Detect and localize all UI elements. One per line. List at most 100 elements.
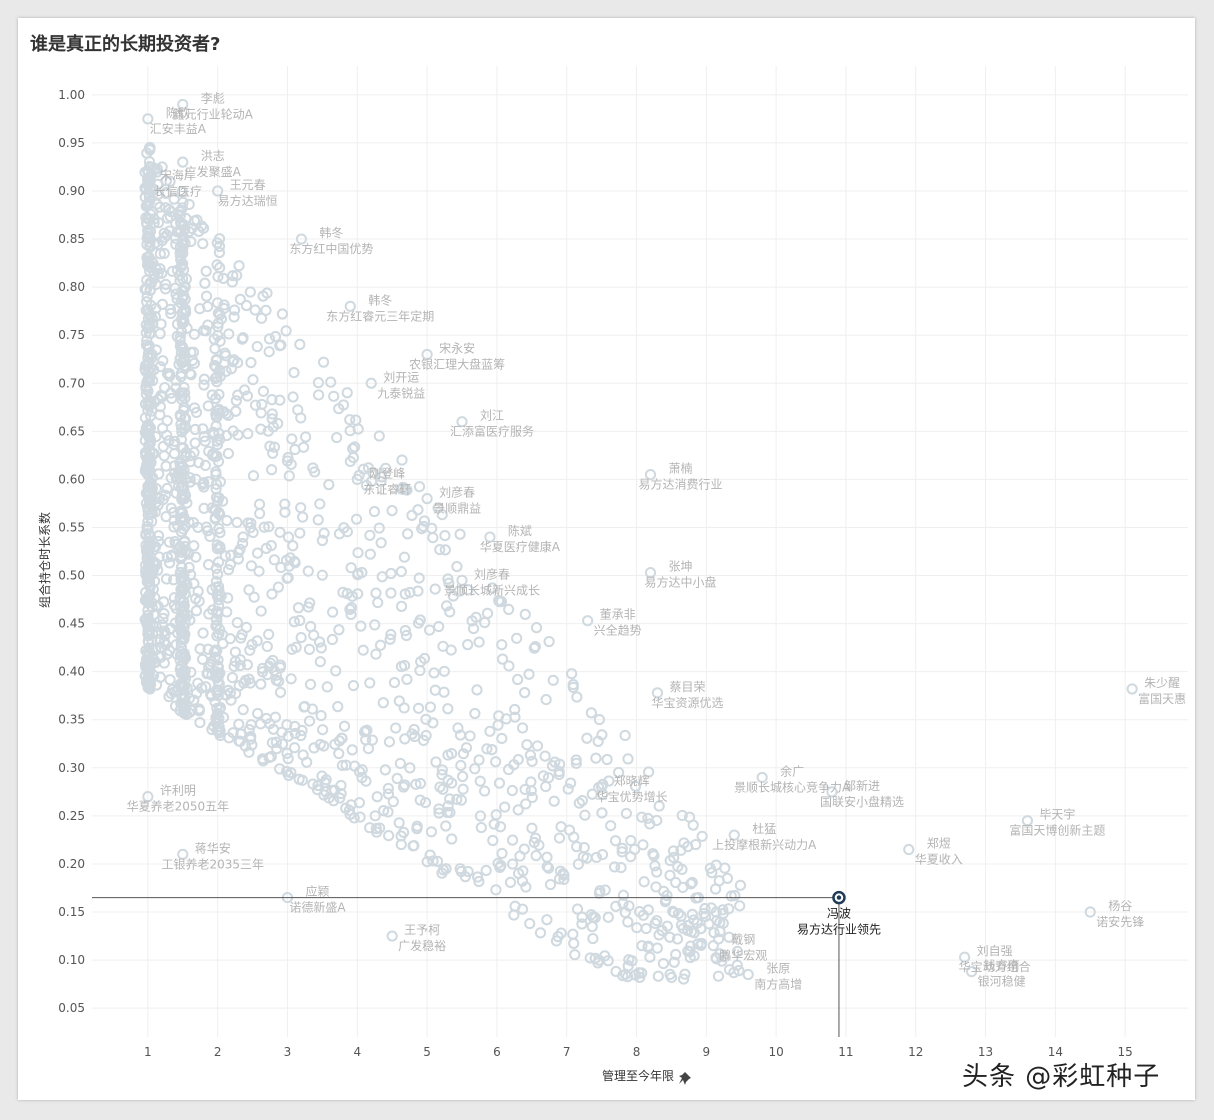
labeled-point[interactable] bbox=[386, 930, 398, 942]
data-point bbox=[696, 830, 708, 842]
labeled-point[interactable] bbox=[644, 567, 657, 579]
labeled-point[interactable] bbox=[142, 791, 154, 803]
labeled-point[interactable] bbox=[596, 781, 608, 793]
labeled-point[interactable] bbox=[651, 687, 664, 699]
y-tick-label: 0.65 bbox=[58, 424, 85, 438]
labeled-point[interactable] bbox=[728, 829, 740, 841]
pin-icon[interactable] bbox=[679, 1072, 691, 1085]
data-point bbox=[398, 551, 411, 563]
labeled-point[interactable] bbox=[756, 771, 768, 784]
annotation-manager: 蒋华安 bbox=[195, 840, 231, 855]
data-point bbox=[649, 860, 661, 872]
data-point bbox=[719, 862, 731, 874]
data-point bbox=[225, 549, 237, 561]
labeled-point[interactable] bbox=[365, 377, 377, 389]
data-point bbox=[142, 563, 155, 575]
labeled-point[interactable] bbox=[177, 98, 189, 111]
data-point bbox=[210, 410, 222, 422]
labeled-point[interactable] bbox=[344, 300, 356, 312]
data-point bbox=[176, 494, 188, 506]
labeled-point[interactable] bbox=[959, 951, 971, 963]
data-point bbox=[723, 964, 736, 976]
labeled-point[interactable] bbox=[142, 113, 154, 125]
data-point bbox=[615, 861, 627, 874]
data-point bbox=[374, 822, 386, 834]
x-tick-label: 6 bbox=[493, 1045, 501, 1059]
data-point bbox=[256, 662, 269, 675]
labeled-point[interactable] bbox=[742, 968, 754, 981]
data-point bbox=[294, 527, 306, 539]
labeled-point[interactable] bbox=[1126, 683, 1138, 695]
data-point bbox=[504, 876, 517, 888]
labeled-point[interactable] bbox=[295, 233, 308, 245]
annotation-fund: 易方达瑞恒 bbox=[218, 193, 278, 208]
data-point bbox=[609, 835, 622, 847]
data-point bbox=[524, 749, 537, 761]
data-point bbox=[352, 547, 364, 559]
labeled-point[interactable] bbox=[177, 848, 189, 860]
data-point bbox=[142, 593, 154, 605]
labeled-point[interactable] bbox=[1084, 906, 1096, 918]
y-tick-label: 0.10 bbox=[58, 953, 85, 967]
labeled-point[interactable] bbox=[142, 175, 154, 187]
labeled-point[interactable] bbox=[421, 348, 433, 361]
data-point bbox=[178, 402, 190, 414]
y-axis: 0.05 0.10 0.15 0.20 0.25 0.30 0.35 0.40 0.45 0.50… bbox=[58, 88, 85, 1015]
data-point bbox=[357, 463, 370, 475]
data-point bbox=[294, 614, 306, 627]
data-point bbox=[274, 686, 287, 698]
labeled-point[interactable] bbox=[965, 966, 978, 978]
data-point bbox=[139, 614, 151, 626]
labeled-point[interactable] bbox=[456, 574, 468, 586]
data-point bbox=[147, 375, 159, 387]
data-point bbox=[249, 399, 262, 411]
data-point bbox=[406, 509, 418, 521]
labeled-point[interactable] bbox=[1021, 815, 1034, 827]
data-point bbox=[330, 665, 342, 677]
data-point bbox=[210, 483, 222, 495]
data-point bbox=[139, 465, 151, 477]
labeled-point[interactable] bbox=[484, 531, 496, 543]
labeled-point[interactable] bbox=[212, 185, 224, 197]
data-point bbox=[316, 534, 328, 547]
data-point bbox=[143, 160, 156, 173]
data-point bbox=[168, 592, 180, 604]
y-tick-label: 0.30 bbox=[58, 761, 85, 775]
labeled-point[interactable] bbox=[903, 843, 915, 856]
data-point bbox=[163, 435, 175, 447]
data-point bbox=[613, 766, 625, 779]
data-point bbox=[154, 361, 166, 373]
labeled-point[interactable] bbox=[582, 615, 594, 627]
data-point bbox=[492, 857, 504, 869]
data-point bbox=[285, 673, 297, 685]
labeled-point[interactable] bbox=[456, 416, 468, 428]
data-point bbox=[219, 347, 231, 359]
x-tick-label: 5 bbox=[423, 1045, 431, 1059]
data-point bbox=[509, 703, 521, 716]
data-point bbox=[526, 791, 538, 804]
annotation-manager: 刘自强 bbox=[977, 944, 1013, 958]
labeled-point[interactable] bbox=[177, 156, 189, 168]
annotation-fund: 兴全趋势 bbox=[594, 623, 642, 638]
data-point bbox=[462, 639, 474, 651]
data-point bbox=[490, 809, 502, 821]
data-point bbox=[200, 265, 212, 277]
data-point bbox=[221, 606, 233, 618]
data-point bbox=[659, 896, 671, 908]
data-point bbox=[223, 328, 235, 340]
annotation-fund: 景顺长城新兴成长 bbox=[444, 582, 540, 597]
data-point bbox=[235, 632, 247, 644]
data-point bbox=[487, 834, 499, 847]
labeled-point[interactable] bbox=[826, 786, 838, 798]
labeled-point[interactable] bbox=[351, 473, 363, 485]
data-point bbox=[144, 327, 157, 339]
data-point bbox=[288, 366, 300, 379]
data-point bbox=[637, 909, 649, 921]
data-point bbox=[514, 850, 526, 862]
labeled-point[interactable] bbox=[644, 468, 657, 481]
labeled-point[interactable] bbox=[707, 940, 719, 952]
labeled-point[interactable] bbox=[421, 493, 433, 505]
data-point bbox=[233, 718, 245, 730]
